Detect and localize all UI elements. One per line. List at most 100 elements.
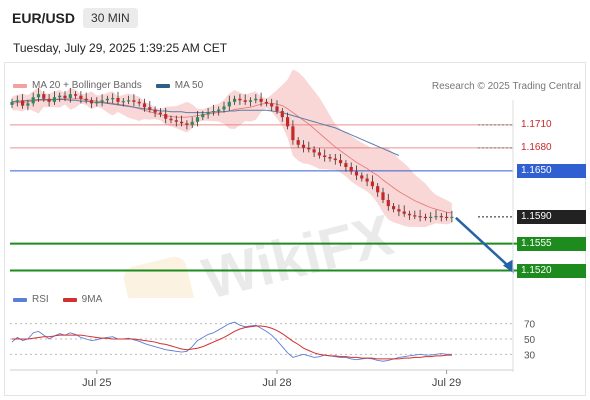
x-tick-label: Jul 28 [262, 377, 291, 389]
rsi-panel: 70 50 30 [10, 320, 536, 362]
candle-body [52, 97, 56, 102]
candle-body [339, 160, 343, 164]
price-tag-1.1555: 1.1555 [517, 236, 586, 251]
candle-body [238, 98, 242, 101]
ma20-swatch [13, 83, 27, 88]
candle-body [275, 106, 279, 112]
rsi-line [11, 321, 452, 362]
candle-body [100, 100, 104, 102]
candle-body [254, 98, 258, 101]
legend-item-ma50: MA 50 [155, 80, 204, 91]
candle-body [407, 213, 412, 216]
rsi-swatch [13, 297, 27, 302]
candle-body [233, 98, 237, 102]
candle-body [450, 216, 454, 219]
candle-body [47, 98, 51, 102]
candle-body [270, 103, 274, 107]
candle-body [111, 98, 115, 100]
forecast-arrow [455, 216, 514, 274]
candle-body [429, 216, 433, 219]
rsi-legend: RSI 9MA [13, 294, 116, 305]
forecast-arrow-head [503, 259, 514, 274]
legend-item-9ma: 9MA [62, 294, 103, 305]
candle-body [174, 120, 178, 122]
bollinger-band [12, 69, 452, 228]
price-levels [10, 124, 586, 272]
price-tag-1.1520: 1.1520 [517, 263, 586, 278]
rsi-tick-label: 30 [524, 350, 536, 361]
candle-body [248, 100, 253, 102]
timestamp: Tuesday, July 29, 2025 1:39:25 AM CET [13, 41, 228, 55]
candle-body [445, 216, 449, 219]
x-axis: Jul 25 Jul 28 Jul 29 [10, 100, 514, 389]
candle-body [264, 101, 268, 104]
candle-body [397, 209, 401, 212]
9ma-swatch [62, 297, 77, 302]
candle-body [195, 117, 200, 122]
legend-item-rsi: RSI [13, 294, 49, 305]
price-tag-1.1650: 1.1650 [517, 163, 586, 178]
candle-body [301, 144, 306, 148]
candle-body [434, 216, 438, 218]
x-tick-label: Jul 25 [82, 377, 111, 389]
forecast-arrow-shaft [455, 216, 511, 269]
legend-label-9ma: 9MA [81, 294, 103, 305]
candle-body [360, 175, 364, 179]
candle-body [243, 100, 247, 102]
ma50-swatch [155, 83, 170, 88]
candle-body [286, 117, 290, 127]
bollinger-band-fill [12, 69, 452, 228]
candle-body [10, 101, 14, 105]
candle-body [105, 98, 109, 101]
candle-body [148, 107, 152, 110]
price-tag-1.1590: 1.1590 [517, 209, 586, 224]
candle-body [84, 98, 88, 101]
rsi-tick-label: 70 [524, 320, 536, 331]
candle-body [413, 215, 417, 217]
candle-body [158, 112, 162, 115]
candle-body [180, 121, 184, 124]
legend-label-ma50: MA 50 [174, 80, 204, 91]
candle-body [370, 181, 374, 187]
candle-body [95, 101, 99, 104]
candle-body [349, 167, 353, 172]
candle-body [312, 149, 316, 153]
candle-body [344, 163, 348, 167]
chart-header: EUR/USD 30 MIN [6, 6, 138, 30]
price-tag-1.1680: 1.1680 [521, 141, 552, 153]
candle-body [21, 100, 25, 106]
candle-body [63, 95, 67, 98]
candle-body [296, 140, 300, 145]
timeframe-button[interactable]: 30 MIN [83, 8, 138, 28]
rsi-9ma-line [12, 325, 452, 360]
candle-body [291, 126, 295, 141]
candle-body [121, 101, 125, 103]
candle-body [164, 114, 168, 119]
candle-body [439, 216, 443, 218]
candle-body [74, 94, 78, 96]
x-tick-label: Jul 29 [432, 377, 461, 389]
candle-body [142, 103, 147, 108]
candle-body [317, 152, 321, 156]
candle-body [89, 100, 94, 104]
candle-body [376, 186, 380, 193]
candle-body [42, 94, 46, 99]
candle-body [116, 98, 120, 102]
candle-body [423, 216, 427, 219]
ma50-line [11, 99, 400, 156]
candle-body [15, 100, 19, 102]
candle-body [127, 100, 131, 102]
candle-body [307, 147, 311, 150]
main-legend: MA 20 + Bollinger Bands MA 50 [13, 80, 217, 91]
rsi-tick-label: 50 [524, 335, 536, 346]
candle-body [211, 111, 215, 113]
candle-body [190, 121, 194, 125]
candle-body [323, 155, 327, 158]
candle-body [354, 171, 359, 176]
candle-body [392, 206, 396, 210]
candle-body [79, 95, 83, 99]
candle-body [222, 106, 226, 110]
candle-body [386, 199, 390, 207]
candle-body [132, 100, 136, 102]
